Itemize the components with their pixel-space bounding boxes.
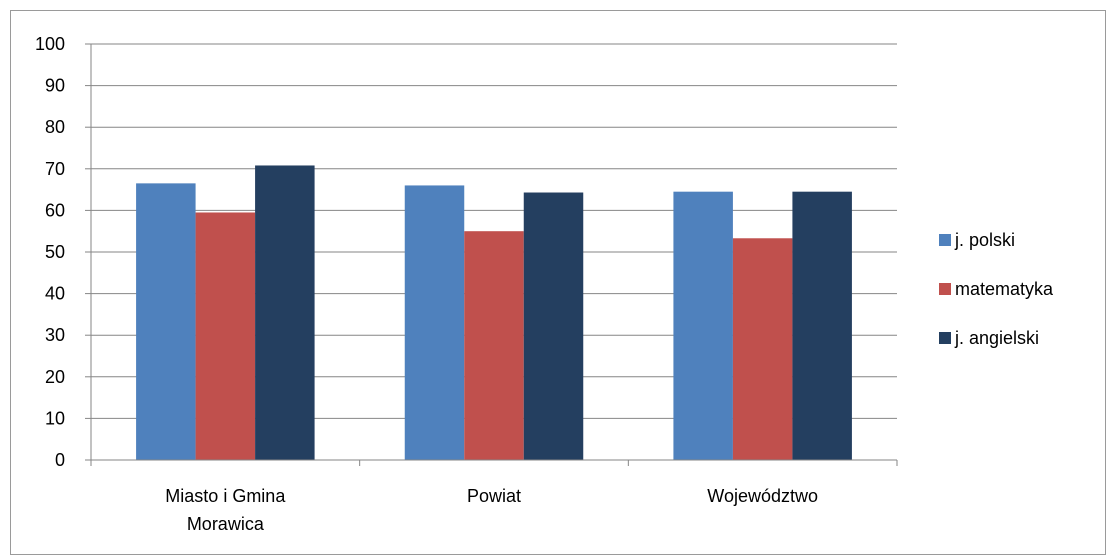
bar bbox=[195, 212, 256, 460]
legend-swatch bbox=[939, 332, 951, 344]
y-tick-label: 100 bbox=[35, 34, 65, 54]
legend: j. polski matematyka j. angielski bbox=[939, 230, 1054, 348]
bar bbox=[792, 191, 852, 460]
y-tick-label: 60 bbox=[45, 200, 65, 220]
y-tick-label: 40 bbox=[45, 284, 65, 304]
x-tick-label: Miasto i Gmina Morawica bbox=[165, 486, 286, 534]
y-tick-label: 80 bbox=[45, 117, 65, 137]
y-tick-label: 10 bbox=[45, 408, 65, 428]
bar bbox=[464, 231, 524, 460]
y-tick-label: 50 bbox=[45, 242, 65, 262]
x-tick-label: Województwo bbox=[707, 486, 818, 506]
legend-swatch bbox=[939, 234, 951, 246]
y-tick-label: 90 bbox=[45, 76, 65, 96]
legend-label: j. polski bbox=[954, 230, 1015, 250]
bar bbox=[673, 191, 733, 460]
y-tick-label: 20 bbox=[45, 367, 65, 387]
axes: 0 10 20 30 40 50 60 70 80 90 100 Miasto i Gmina Mora… bbox=[35, 34, 898, 534]
bar bbox=[255, 165, 315, 461]
bars bbox=[136, 165, 852, 461]
legend-label: matematyka bbox=[955, 279, 1054, 299]
y-tick-label: 70 bbox=[45, 159, 65, 179]
bar bbox=[136, 183, 196, 461]
x-tick-label: Powiat bbox=[467, 486, 521, 506]
y-tick-label: 30 bbox=[45, 325, 65, 345]
legend-swatch bbox=[939, 283, 951, 295]
bar bbox=[732, 238, 793, 460]
bar bbox=[404, 185, 465, 460]
y-tick-label: 0 bbox=[55, 450, 65, 470]
legend-label: j. angielski bbox=[954, 328, 1039, 348]
bar bbox=[523, 192, 584, 460]
